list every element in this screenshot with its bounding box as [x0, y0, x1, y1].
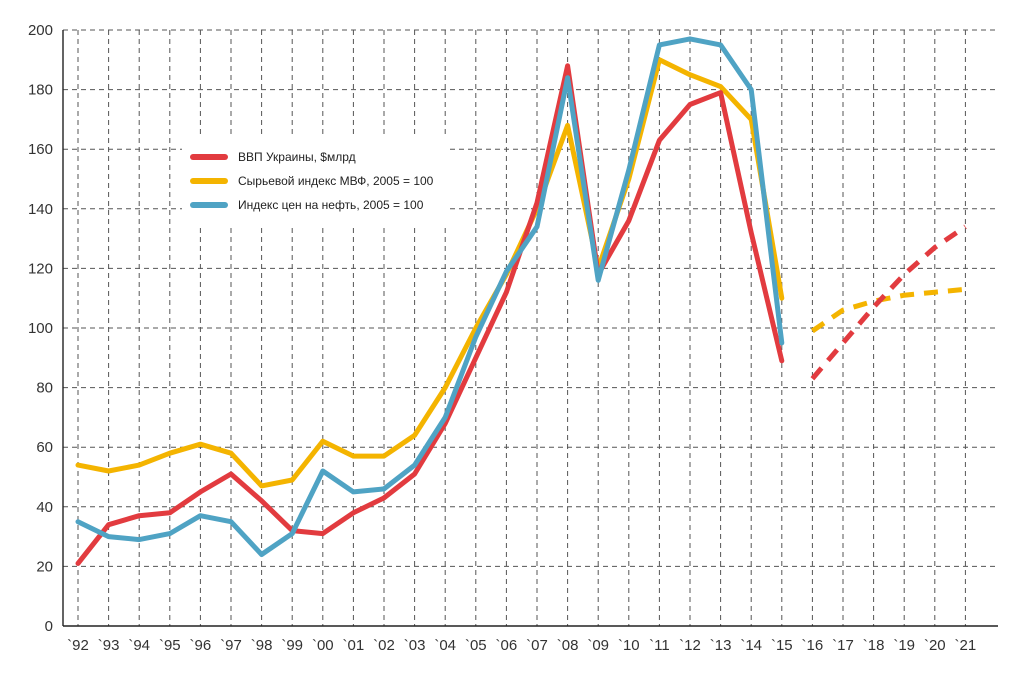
x-tick-label: `21	[955, 637, 977, 654]
x-tick-label: `06	[496, 637, 518, 654]
x-tick-label: `13	[710, 637, 732, 654]
x-tick-label: `94	[128, 637, 150, 654]
legend-swatch-commodity	[190, 178, 228, 184]
y-tick-label: 140	[28, 201, 53, 218]
series-layer	[75, 36, 967, 566]
y-tick-label: 40	[36, 499, 53, 516]
legend-item-commodity: Сырьевой индекс МВФ, 2005 = 100	[190, 170, 433, 192]
x-tick-label: `93	[98, 637, 120, 654]
x-tick-label: `04	[434, 637, 456, 654]
x-tick-label: `07	[526, 637, 548, 654]
axis-layer: 0 20 40 60 80 100 120 140 160 180 200 `92 `93 `94 `95 `…	[28, 22, 998, 654]
legend-swatch-gdp	[190, 154, 228, 160]
x-tick-label: `18	[863, 637, 885, 654]
x-tick-label: `96	[190, 637, 212, 654]
legend-label-commodity: Сырьевой индекс МВФ, 2005 = 100	[238, 174, 434, 188]
grid-layer	[63, 29, 998, 626]
x-tick-label: `02	[373, 637, 395, 654]
y-tick-label: 100	[28, 320, 53, 337]
x-tick-label: `95	[159, 637, 181, 654]
x-tick-label: `00	[312, 637, 334, 654]
x-tick-label: `98	[251, 637, 273, 654]
x-tick-label: `20	[924, 637, 946, 654]
x-tick-label: `19	[893, 637, 915, 654]
x-tick-label: `05	[465, 637, 487, 654]
x-tick-label: `10	[618, 637, 640, 654]
legend: ВВП Украины, $млрд Сырьевой индекс МВФ, …	[182, 136, 446, 228]
x-tick-label: `15	[771, 637, 793, 654]
x-tick-label: `99	[281, 637, 303, 654]
legend-label-oil: Индекс цен на нефть, 2005 = 100	[238, 198, 424, 212]
legend-item-gdp: ВВП Украины, $млрд	[190, 146, 356, 168]
y-tick-label: 0	[45, 618, 53, 635]
x-tick-label: `92	[67, 637, 89, 654]
y-tick-label: 80	[36, 380, 53, 397]
x-tick-label: `11	[649, 637, 670, 654]
x-tick-label: `14	[740, 637, 762, 654]
x-tick-label: `08	[557, 637, 579, 654]
x-tick-label: `03	[404, 637, 426, 654]
x-tick-label: `09	[587, 637, 609, 654]
x-tick-label: `17	[832, 637, 854, 654]
y-tick-label: 60	[36, 439, 53, 456]
legend-label-gdp: ВВП Украины, $млрд	[238, 150, 356, 164]
x-tick-label: `97	[220, 637, 242, 654]
x-tick-label: `16	[802, 637, 824, 654]
y-tick-label: 160	[28, 141, 53, 158]
y-tick-label: 200	[28, 22, 53, 39]
series-commodity-forecast-line	[810, 286, 966, 334]
y-tick-label: 120	[28, 260, 53, 277]
x-tick-label: `12	[679, 637, 701, 654]
x-tick-label: `01	[343, 637, 365, 654]
series-oil-line	[75, 36, 785, 557]
legend-swatch-oil	[190, 202, 228, 208]
series-gdp-line	[75, 63, 785, 566]
y-tick-label: 180	[28, 82, 53, 99]
y-tick-label: 20	[36, 558, 53, 575]
series-gdp-forecast-line	[810, 224, 967, 381]
legend-item-oil: Индекс цен на нефть, 2005 = 100	[190, 194, 423, 216]
series-commodity-line	[75, 57, 785, 489]
